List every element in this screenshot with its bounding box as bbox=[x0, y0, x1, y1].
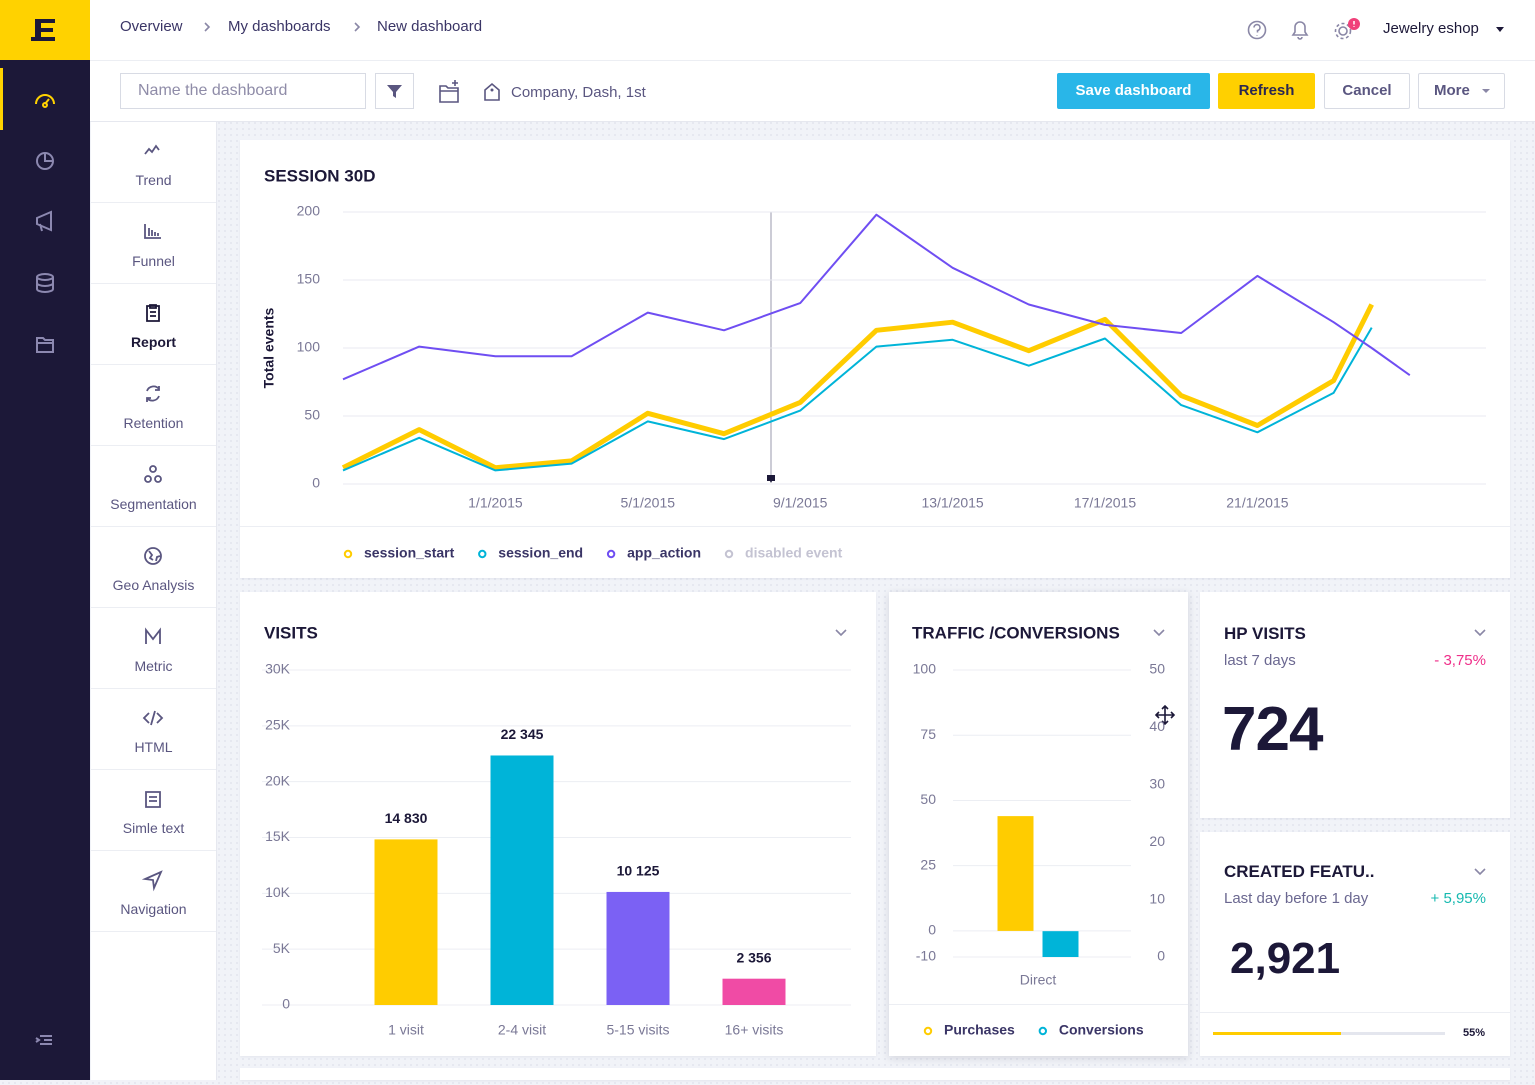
save-button[interactable]: Save dashboard bbox=[1057, 73, 1210, 109]
widget-icon bbox=[145, 791, 161, 808]
widget-label: Geo Analysis bbox=[112, 577, 195, 593]
widget-label: Navigation bbox=[120, 901, 187, 917]
widget-palette: Trend Funnel Report Retention Segmentation Ge… bbox=[91, 122, 217, 1080]
widget-icon bbox=[146, 304, 160, 322]
nav-collapse[interactable] bbox=[35, 1035, 52, 1045]
breadcrumb[interactable]: Overview bbox=[120, 18, 183, 35]
widget-item[interactable]: Metric bbox=[91, 608, 216, 689]
tag-icon bbox=[484, 82, 500, 101]
widget-label: Simle text bbox=[122, 820, 185, 836]
cancel-button[interactable]: Cancel bbox=[1324, 73, 1410, 109]
nav-files[interactable] bbox=[36, 337, 54, 353]
nav-reports[interactable] bbox=[36, 152, 54, 170]
dashboard-name-input[interactable]: Name the dashboard bbox=[120, 73, 366, 109]
hp-visits-card: HP VISITS last 7 days - 3,75% 724 bbox=[1200, 592, 1510, 818]
settings-icon[interactable] bbox=[1334, 22, 1352, 40]
breadcrumb-separator bbox=[204, 22, 361, 32]
divider bbox=[889, 1004, 1188, 1005]
more-button[interactable]: More bbox=[1418, 73, 1505, 109]
account-caret bbox=[1496, 27, 1504, 32]
nav-campaigns[interactable] bbox=[36, 210, 52, 232]
next-card bbox=[240, 1068, 1510, 1080]
widget-label: Retention bbox=[123, 415, 184, 431]
breadcrumb[interactable]: My dashboards bbox=[228, 18, 331, 35]
kpi-title: CREATED FEATU.. bbox=[1224, 862, 1375, 881]
nav-data[interactable] bbox=[36, 273, 54, 293]
created-features-card: CREATED FEATU.. Last day before 1 day + … bbox=[1200, 832, 1510, 1056]
help-icon[interactable] bbox=[1247, 20, 1267, 40]
widget-icon bbox=[144, 547, 162, 565]
widget-item[interactable]: Geo Analysis bbox=[91, 527, 216, 608]
toolbar: Name the dashboard Company, Dash, 1st bbox=[90, 61, 1535, 122]
kpi-change: - 3,75% bbox=[1434, 652, 1486, 669]
progress-fill bbox=[1213, 1032, 1341, 1035]
kpi-change: + 5,95% bbox=[1430, 890, 1486, 907]
active-indicator bbox=[0, 68, 3, 130]
sidebar bbox=[0, 0, 90, 1080]
widget-label: Segmentation bbox=[110, 496, 197, 512]
kpi-value: 2,921 bbox=[1230, 934, 1341, 983]
widget-item[interactable]: HTML bbox=[91, 689, 216, 770]
input-placeholder: Name the dashboard bbox=[138, 82, 288, 99]
divider bbox=[1200, 1012, 1510, 1013]
widget-icon bbox=[142, 710, 164, 726]
widget-label: Metric bbox=[134, 658, 173, 674]
widget-item[interactable]: Funnel bbox=[91, 203, 216, 284]
dashboard-tags: Company, Dash, 1st bbox=[511, 84, 646, 101]
account-name[interactable]: Jewelry eshop bbox=[1383, 20, 1479, 37]
widget-item[interactable]: Navigation bbox=[91, 851, 216, 932]
notifications-icon[interactable] bbox=[1291, 21, 1309, 40]
widget-icon bbox=[144, 465, 162, 483]
session-card bbox=[240, 140, 1510, 578]
visits-card bbox=[240, 592, 876, 1056]
filter-icon bbox=[387, 85, 402, 98]
widget-item[interactable]: Report bbox=[91, 284, 216, 365]
logo[interactable] bbox=[0, 0, 90, 60]
kpi-value: 724 bbox=[1222, 695, 1323, 764]
widget-icon bbox=[146, 385, 160, 402]
widget-item[interactable]: Trend bbox=[91, 122, 216, 203]
top-bar: Overview My dashboards New dashboard Jew… bbox=[90, 0, 1535, 61]
toolbar-icons bbox=[439, 80, 459, 103]
more-caret bbox=[1482, 89, 1490, 93]
refresh-button[interactable]: Refresh bbox=[1218, 73, 1315, 109]
widget-icon bbox=[144, 224, 161, 239]
more-label: More bbox=[1434, 82, 1470, 99]
sidebar-icons bbox=[0, 68, 55, 1045]
top-bar-icons bbox=[204, 18, 1504, 40]
widget-label: HTML bbox=[134, 739, 173, 755]
widget-item[interactable]: Retention bbox=[91, 365, 216, 446]
widget-label: Funnel bbox=[132, 253, 175, 269]
progress-track bbox=[1213, 1032, 1445, 1035]
add-folder-icon[interactable] bbox=[439, 80, 459, 103]
kpi-subtitle: last 7 days bbox=[1224, 652, 1296, 669]
divider bbox=[240, 526, 1510, 527]
widget-icon bbox=[144, 144, 160, 155]
logo-mark bbox=[31, 19, 55, 41]
widget-item[interactable]: Segmentation bbox=[91, 446, 216, 527]
kpi-subtitle: Last day before 1 day bbox=[1224, 890, 1369, 907]
nav-dashboard[interactable] bbox=[35, 94, 55, 108]
progress-label: 55% bbox=[1463, 1027, 1486, 1039]
widget-label: Trend bbox=[135, 172, 172, 188]
filter-button[interactable] bbox=[375, 73, 414, 109]
widget-item[interactable]: Simle text bbox=[91, 770, 216, 851]
traffic-card bbox=[889, 592, 1188, 1056]
breadcrumb[interactable]: New dashboard bbox=[377, 18, 483, 35]
widget-icon bbox=[145, 627, 161, 644]
widget-label: Report bbox=[130, 334, 177, 350]
kpi-title: HP VISITS bbox=[1224, 624, 1306, 643]
widget-icon bbox=[142, 870, 163, 892]
